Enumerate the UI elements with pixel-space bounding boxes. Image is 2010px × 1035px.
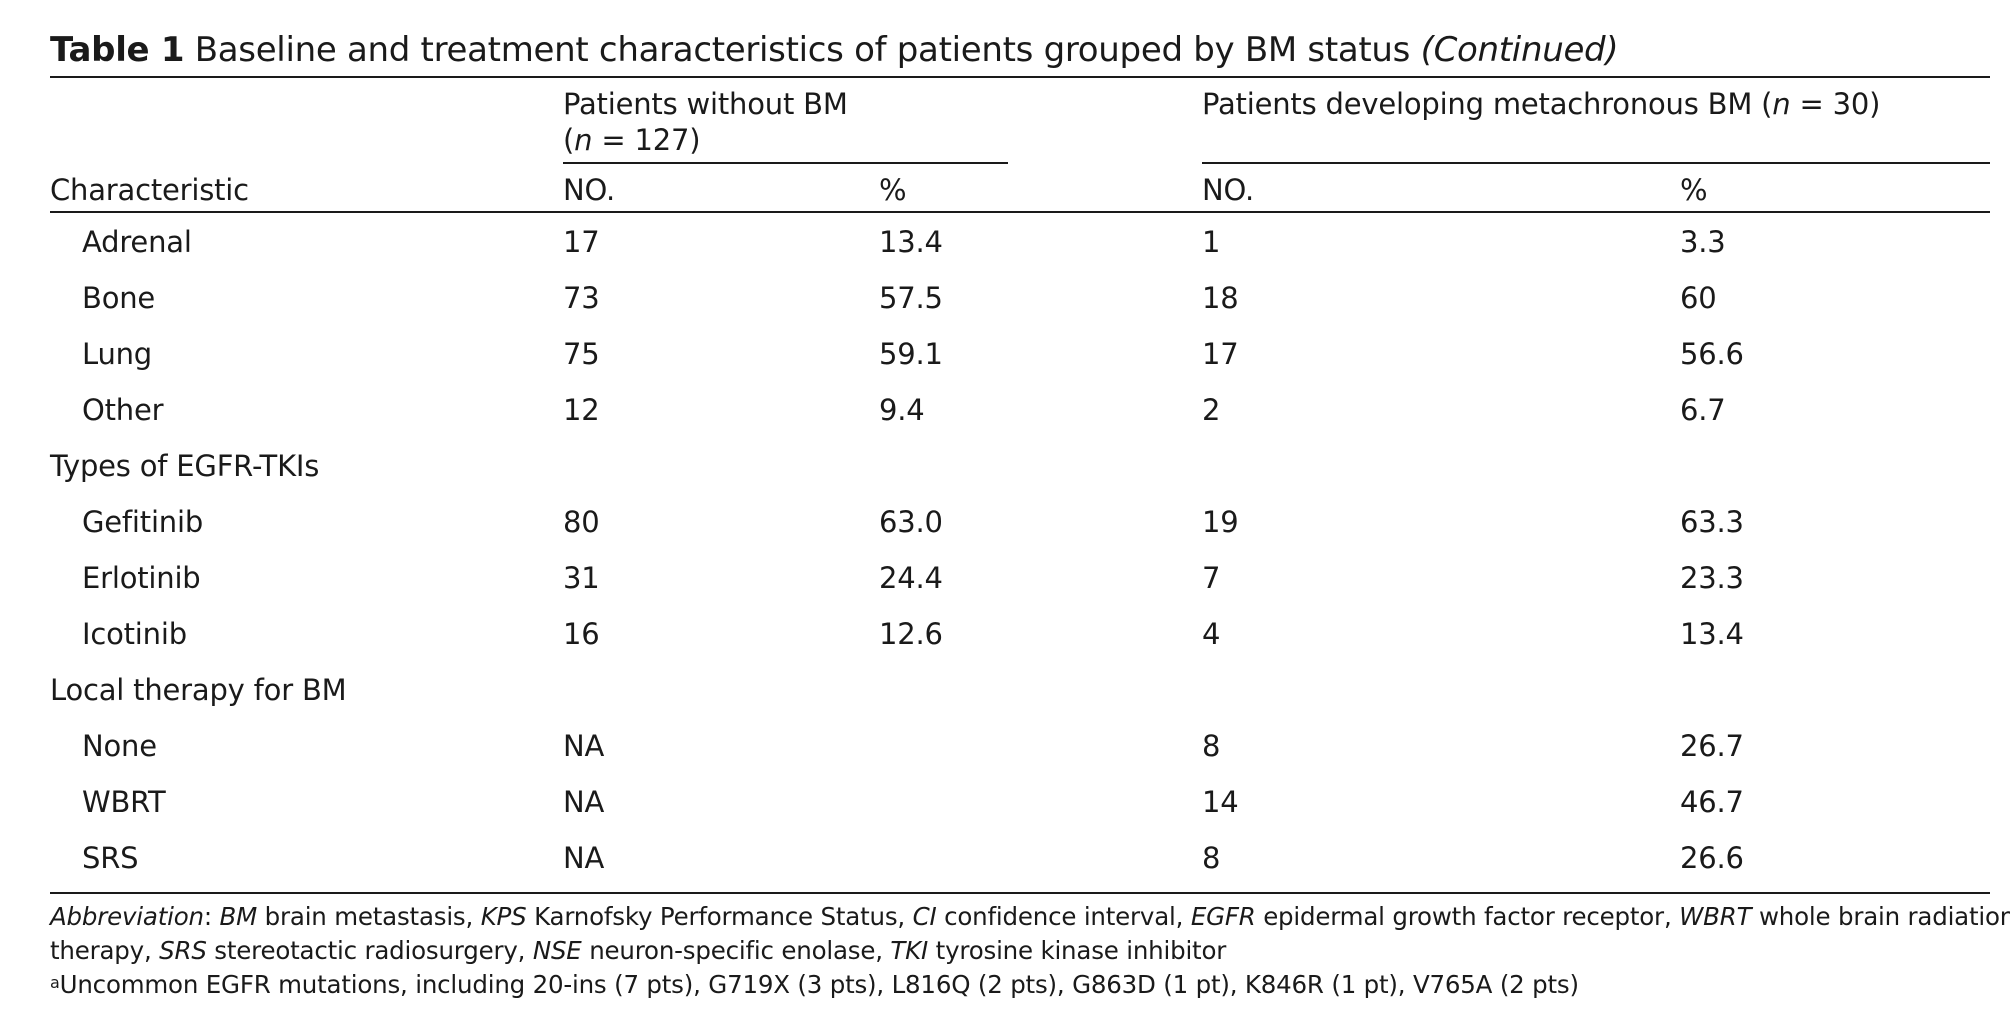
abbreviation-line-1: Abbreviation: BM brain metastasis, KPS K… <box>50 900 2010 934</box>
cell-no-without-bm: 75 <box>563 337 600 371</box>
cell-pct-without-bm: 9.4 <box>879 393 925 427</box>
cell-no-metachronous: 14 <box>1202 785 1239 819</box>
cell-pct-metachronous: 26.6 <box>1680 841 1744 875</box>
group-header-without-bm: Patients without BM (n = 127) <box>563 86 848 158</box>
abbreviation-line-2: therapy, SRS stereotactic radiosurgery, … <box>50 936 1227 965</box>
abbreviation-label: Abbreviation <box>50 902 204 931</box>
cell-no-metachronous: 8 <box>1202 729 1221 763</box>
column-header-no-without-bm: NO. <box>563 173 615 207</box>
cell-no-without-bm: NA <box>563 841 605 875</box>
row-label: Gefitinib <box>82 505 204 539</box>
cell-pct-metachronous: 63.3 <box>1680 505 1744 539</box>
wbrt-desc-part-1: whole brain radiation <box>1758 902 2010 931</box>
mutation-note: aUncommon EGFR mutations, including 20-i… <box>50 968 2010 1002</box>
column-header-pct-metachronous: % <box>1680 173 1708 207</box>
row-label: WBRT <box>82 785 166 819</box>
cell-no-without-bm: 31 <box>563 561 600 595</box>
cell-pct-metachronous: 3.3 <box>1680 225 1726 259</box>
cell-pct-without-bm: 24.4 <box>879 561 943 595</box>
row-label: Other <box>82 393 164 427</box>
row-label: Lung <box>82 337 153 371</box>
cell-no-without-bm: 16 <box>563 617 600 651</box>
cell-pct-metachronous: 23.3 <box>1680 561 1744 595</box>
cell-no-metachronous: 8 <box>1202 841 1221 875</box>
row-label: Adrenal <box>82 225 192 259</box>
bottom-rule <box>50 892 1990 894</box>
cell-no-without-bm: 12 <box>563 393 600 427</box>
cell-pct-metachronous: 6.7 <box>1680 393 1726 427</box>
cell-no-metachronous: 1 <box>1202 225 1221 259</box>
section-label: Local therapy for BM <box>50 673 347 707</box>
cell-pct-without-bm: 59.1 <box>879 337 943 371</box>
cell-no-metachronous: 18 <box>1202 281 1239 315</box>
cell-no-metachronous: 17 <box>1202 337 1239 371</box>
cell-no-metachronous: 7 <box>1202 561 1221 595</box>
row-label: SRS <box>82 841 139 875</box>
table-title: Baseline and treatment characteristics o… <box>194 30 1411 70</box>
header-rule <box>50 211 1990 213</box>
cell-no-without-bm: 80 <box>563 505 600 539</box>
group-header-without-bm-line1: Patients without BM <box>563 87 848 121</box>
column-header-no-metachronous: NO. <box>1202 173 1254 207</box>
group-header-metachronous-bm: Patients developing metachronous BM (n =… <box>1202 87 1881 121</box>
row-label: None <box>82 729 157 763</box>
cell-no-metachronous: 4 <box>1202 617 1221 651</box>
note-text: Uncommon EGFR mutations, including 20-in… <box>59 970 1579 999</box>
top-rule <box>50 76 1990 78</box>
cell-pct-metachronous: 13.4 <box>1680 617 1744 651</box>
column-header-characteristic: Characteristic <box>50 173 249 207</box>
table-caption: Table 1 Baseline and treatment character… <box>50 28 1619 72</box>
row-label: Icotinib <box>82 617 187 651</box>
section-label: Types of EGFR-TKIs <box>50 449 320 483</box>
cell-pct-without-bm: 63.0 <box>879 505 943 539</box>
table-label: Table 1 <box>50 30 185 70</box>
abbreviation-footnote: Abbreviation: BM brain metastasis, KPS K… <box>50 900 2010 1002</box>
group-rule-without-bm <box>563 162 1008 164</box>
cell-no-without-bm: NA <box>563 785 605 819</box>
group-header-without-bm-line2: (n = 127) <box>563 123 701 157</box>
cell-pct-without-bm: 12.6 <box>879 617 943 651</box>
cell-pct-without-bm: 13.4 <box>879 225 943 259</box>
cell-no-metachronous: 2 <box>1202 393 1221 427</box>
continued-marker: (Continued) <box>1420 30 1619 70</box>
cell-pct-without-bm: 57.5 <box>879 281 943 315</box>
cell-no-without-bm: NA <box>563 729 605 763</box>
cell-no-without-bm: 73 <box>563 281 600 315</box>
cell-no-without-bm: 17 <box>563 225 600 259</box>
cell-pct-metachronous: 60 <box>1680 281 1717 315</box>
cell-pct-metachronous: 56.6 <box>1680 337 1744 371</box>
cell-pct-metachronous: 46.7 <box>1680 785 1744 819</box>
row-label: Bone <box>82 281 156 315</box>
row-label: Erlotinib <box>82 561 201 595</box>
group-rule-metachronous-bm <box>1202 162 1990 164</box>
cell-no-metachronous: 19 <box>1202 505 1239 539</box>
column-header-pct-without-bm: % <box>879 173 907 207</box>
note-marker: a <box>50 973 60 992</box>
wbrt-desc-part-2: therapy <box>50 936 144 965</box>
cell-pct-metachronous: 26.7 <box>1680 729 1744 763</box>
